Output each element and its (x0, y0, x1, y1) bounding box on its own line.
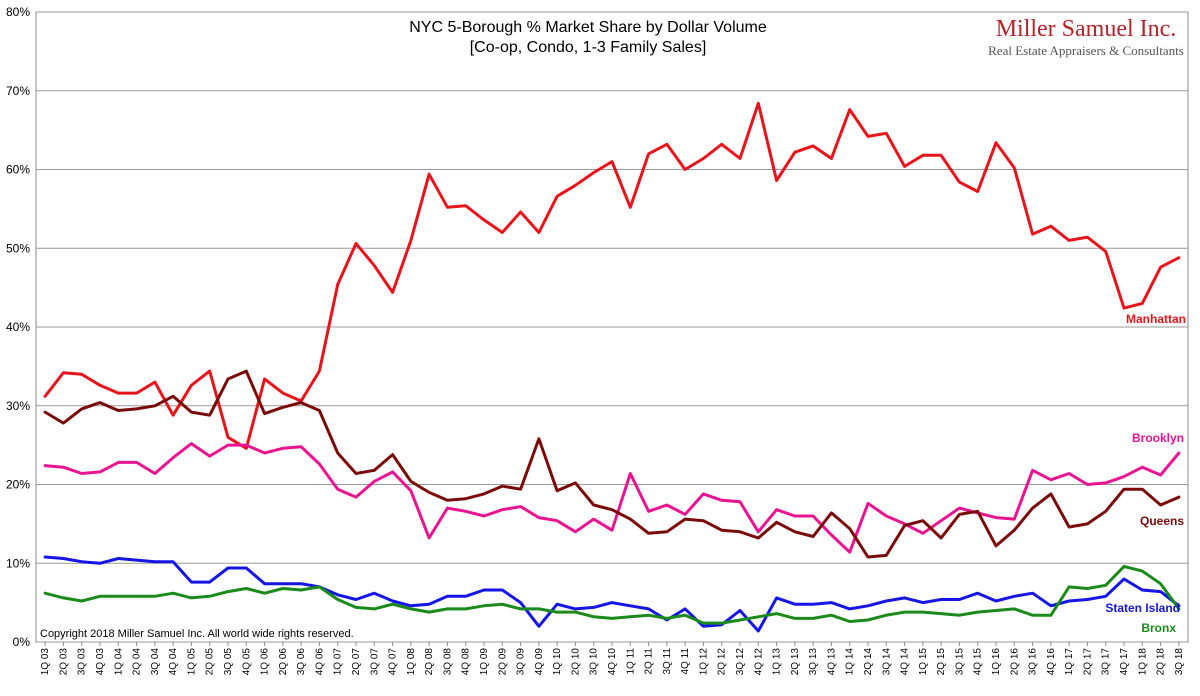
x-tick-label: 3Q 13 (808, 648, 819, 676)
y-tick-label: 0% (13, 635, 31, 649)
x-tick-label: 1Q 05 (186, 648, 197, 676)
x-tick-label: 4Q 05 (241, 648, 252, 676)
x-tick-label: 2Q 05 (205, 648, 216, 676)
x-tick-label: 2Q 18 (1156, 648, 1167, 676)
series-line-staten-island (43, 555, 1181, 633)
x-tick-label: 1Q 10 (552, 648, 563, 676)
x-tick-label: 3Q 04 (150, 648, 161, 676)
x-tick-label: 3Q 03 (77, 648, 88, 676)
x-tick-label: 3Q 11 (662, 648, 673, 675)
x-tick-label: 1Q 08 (406, 648, 417, 676)
x-tick-label: 3Q 05 (223, 648, 234, 676)
x-tick-label: 1Q 04 (113, 648, 124, 676)
y-axis-ticks: 0% 10% 20% 30% 40% 50% 60% 70% 80% (6, 5, 30, 649)
chart-title-line-1: NYC 5-Borough % Market Share by Dollar V… (409, 19, 767, 36)
series-label-queens: Queens (1140, 514, 1184, 528)
x-tick-label: 1Q 12 (698, 648, 709, 676)
series-labels: Manhattan Brooklyn Queens Staten Island Bron… (1105, 312, 1186, 635)
x-tick-label: 3Q 06 (296, 648, 307, 676)
x-tick-label: 1Q 18 (1137, 648, 1148, 676)
y-tick-label: 60% (6, 163, 30, 177)
copyright-note: Copyright 2018 Miller Samuel Inc. All wo… (40, 628, 354, 640)
x-tick-label: 4Q 07 (388, 648, 399, 676)
x-tick-label: 3Q 17 (1101, 648, 1112, 676)
x-tick-label: 3Q 09 (516, 648, 527, 676)
x-tick-label: 4Q 13 (826, 648, 837, 676)
x-tick-label: 4Q 04 (168, 648, 179, 676)
x-tick-label: 4Q 03 (95, 648, 106, 676)
x-tick-label: 4Q 11 (680, 648, 691, 675)
x-tick-label: 3Q 14 (881, 648, 892, 676)
series-label-brooklyn: Brooklyn (1132, 431, 1184, 445)
grid (35, 11, 1189, 643)
series-label-bronx: Bronx (1141, 621, 1176, 635)
x-tick-label: 2Q 03 (58, 648, 69, 676)
y-tick-label: 20% (6, 478, 30, 492)
x-tick-label: 4Q 16 (1046, 648, 1057, 676)
x-tick-label: 4Q 12 (753, 648, 764, 676)
y-tick-label: 30% (6, 399, 30, 413)
x-tick-label: 4Q 17 (1119, 648, 1130, 676)
x-tick-label: 3Q 12 (735, 648, 746, 676)
y-tick-label: 40% (6, 320, 30, 334)
series-line-brooklyn (43, 442, 1181, 554)
x-tick-label: 2Q 11 (644, 648, 655, 675)
brand-tagline: Real Estate Appraisers & Consultants (988, 43, 1184, 58)
chart-title-line-2: [Co-op, Condo, 1-3 Family Sales] (470, 39, 707, 56)
x-tick-label: 2Q 15 (936, 648, 947, 676)
x-tick-label: 2Q 04 (132, 648, 143, 676)
x-tick-label: 1Q 11 (625, 648, 636, 675)
x-axis-ticks: 1Q 03 2Q 03 3Q 03 4Q 03 1Q 04 2Q 04 3Q 04 4Q 04… (40, 642, 1185, 675)
series-line-manhattan (43, 101, 1181, 450)
x-tick-label: 3Q 16 (1028, 648, 1039, 676)
x-tick-label: 4Q 15 (973, 648, 984, 676)
x-tick-label: 1Q 14 (845, 648, 856, 676)
x-tick-label: 1Q 15 (918, 648, 929, 676)
x-tick-label: 1Q 13 (772, 648, 783, 676)
x-tick-label: 2Q 12 (717, 648, 728, 676)
series-lines (43, 101, 1181, 633)
x-tick-label: 1Q 07 (333, 648, 344, 676)
x-tick-label: 2Q 17 (1082, 648, 1093, 676)
x-tick-label: 2Q 07 (351, 648, 362, 676)
y-tick-label: 70% (6, 84, 30, 98)
x-tick-label: 1Q 16 (991, 648, 1002, 676)
x-tick-label: 1Q 03 (40, 648, 51, 676)
y-tick-label: 80% (6, 5, 30, 19)
series-line-bronx (43, 564, 1181, 625)
x-tick-label: 2Q 10 (570, 648, 581, 676)
x-tick-label: 4Q 08 (461, 648, 472, 676)
y-tick-label: 10% (6, 556, 30, 570)
brand-logo: Miller Samuel Inc. Real Estate Appraiser… (988, 16, 1184, 58)
series-label-staten-island: Staten Island (1105, 601, 1180, 615)
x-tick-label: 3Q 15 (954, 648, 965, 676)
x-tick-label: 4Q 09 (534, 648, 545, 676)
x-tick-label: 3Q 08 (442, 648, 453, 676)
x-tick-label: 4Q 06 (314, 648, 325, 676)
x-tick-label: 1Q 09 (479, 648, 490, 676)
y-tick-label: 50% (6, 241, 30, 255)
x-tick-label: 2Q 14 (863, 648, 874, 676)
x-tick-label: 4Q 10 (607, 648, 618, 676)
x-tick-label: 2Q 06 (278, 648, 289, 676)
series-line-queens (43, 369, 1181, 559)
x-tick-label: 2Q 08 (424, 648, 435, 676)
series-label-manhattan: Manhattan (1126, 312, 1186, 326)
x-tick-label: 3Q 10 (589, 648, 600, 676)
x-tick-label: 3Q 07 (369, 648, 380, 676)
brand-name: Miller Samuel Inc. (996, 16, 1177, 42)
x-tick-label: 4Q 14 (900, 648, 911, 676)
x-tick-label: 2Q 13 (790, 648, 801, 676)
x-tick-label: 2Q 16 (1009, 648, 1020, 676)
x-tick-label: 1Q 06 (260, 648, 271, 676)
x-tick-label: 2Q 09 (497, 648, 508, 676)
x-tick-label: 3Q 18 (1174, 648, 1185, 676)
x-tick-label: 1Q 17 (1064, 648, 1075, 676)
